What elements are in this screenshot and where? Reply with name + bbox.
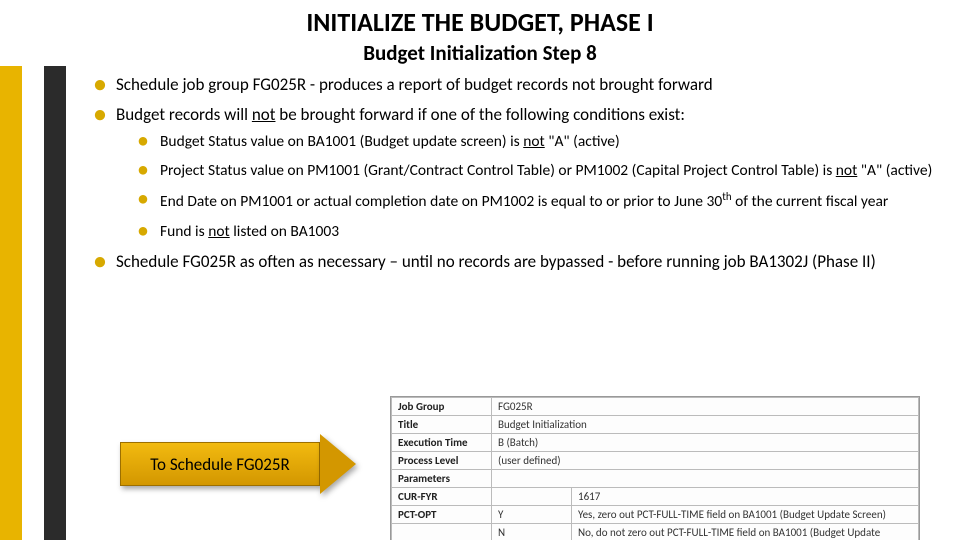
- bullet-1: Schedule job group FG025R - produces a r…: [90, 74, 940, 96]
- sub3-post: of the current fiscal year: [732, 192, 889, 211]
- arrow-label: To Schedule FG025R: [150, 454, 290, 475]
- sub2-pre: Project Status value on PM1001 (Grant/Co…: [160, 161, 836, 180]
- arrow-head-icon: [320, 434, 356, 494]
- bullet-3-text: Schedule FG025R as often as necessary – …: [116, 251, 876, 272]
- callout-arrow: To Schedule FG025R: [120, 436, 356, 492]
- bullet-2-not: not: [252, 104, 276, 125]
- parameter-table: Job GroupFG025R TitleBudget Initializati…: [390, 396, 920, 540]
- param-desc: 1617: [572, 488, 919, 506]
- cell-val: Budget Initialization: [492, 416, 919, 434]
- sub-bullet-4: Fund is not listed on BA1003: [134, 222, 940, 241]
- accent-bar-2: [22, 66, 44, 540]
- param-table-upper: Job GroupFG025R TitleBudget Initializati…: [391, 397, 919, 540]
- sub2-post: "A" (active): [857, 161, 932, 180]
- cell-val: (user defined): [492, 452, 919, 470]
- param-code: [492, 488, 572, 506]
- table-row: Job GroupFG025R: [392, 398, 919, 416]
- param-name: CUR-FYR: [392, 488, 492, 506]
- bullet-2-post: be brought forward if one of the followi…: [275, 104, 684, 125]
- accent-bar-3: [44, 66, 66, 540]
- cell-key: Title: [392, 416, 492, 434]
- sub-bullet-1: Budget Status value on BA1001 (Budget up…: [134, 132, 940, 151]
- cell-key: Job Group: [392, 398, 492, 416]
- sub1-not: not: [523, 132, 545, 151]
- bullet-1-text: Schedule job group FG025R - produces a r…: [116, 74, 713, 95]
- accent-bars: [0, 66, 66, 540]
- cell-key: Process Level: [392, 452, 492, 470]
- sub-bullet-2: Project Status value on PM1001 (Grant/Co…: [134, 161, 940, 180]
- cell-val: [492, 470, 919, 488]
- table-row: NNo, do not zero out PCT-FULL-TIME field…: [392, 524, 919, 540]
- cell-key: Parameters: [392, 470, 492, 488]
- param-name: [392, 524, 492, 540]
- bullet-3: Schedule FG025R as often as necessary – …: [90, 251, 940, 273]
- sub4-post: listed on BA1003: [230, 222, 339, 241]
- cell-val: FG025R: [492, 398, 919, 416]
- bullet-2: Budget records will not be brought forwa…: [90, 104, 940, 241]
- param-code: N: [492, 524, 572, 540]
- inner-bullet-list: Budget Status value on BA1001 (Budget up…: [116, 132, 940, 242]
- sub2-not: not: [836, 161, 858, 180]
- content-area: Schedule job group FG025R - produces a r…: [90, 74, 940, 281]
- table-row: TitleBudget Initialization: [392, 416, 919, 434]
- table-row: Process Level(user defined): [392, 452, 919, 470]
- cell-key: Execution Time: [392, 434, 492, 452]
- param-name: PCT-OPT: [392, 506, 492, 524]
- sub1-pre: Budget Status value on BA1001 (Budget up…: [160, 132, 523, 151]
- arrow-body: To Schedule FG025R: [120, 442, 320, 486]
- slide-subtitle: Budget Initialization Step 8: [0, 40, 960, 66]
- sub1-post: "A" (active): [545, 132, 620, 151]
- param-desc: Yes, zero out PCT-FULL-TIME field on BA1…: [572, 506, 919, 524]
- bullet-2-pre: Budget records will: [116, 104, 252, 125]
- outer-bullet-list: Schedule job group FG025R - produces a r…: [90, 74, 940, 273]
- sub3-pre: End Date on PM1001 or actual completion …: [160, 192, 722, 211]
- param-code: Y: [492, 506, 572, 524]
- accent-bar-1: [0, 66, 22, 540]
- cell-val: B (Batch): [492, 434, 919, 452]
- param-desc: No, do not zero out PCT-FULL-TIME field …: [572, 524, 919, 540]
- table-row: PCT-OPTYYes, zero out PCT-FULL-TIME fiel…: [392, 506, 919, 524]
- sub3-sup: th: [722, 190, 731, 203]
- table-row: Parameters: [392, 470, 919, 488]
- slide-title: INITIALIZE THE BUDGET, PHASE I: [0, 6, 960, 38]
- table-row: CUR-FYR 1617: [392, 488, 919, 506]
- table-row: Execution TimeB (Batch): [392, 434, 919, 452]
- sub4-pre: Fund is: [160, 222, 208, 241]
- sub4-not: not: [208, 222, 230, 241]
- sub-bullet-3: End Date on PM1001 or actual completion …: [134, 190, 940, 212]
